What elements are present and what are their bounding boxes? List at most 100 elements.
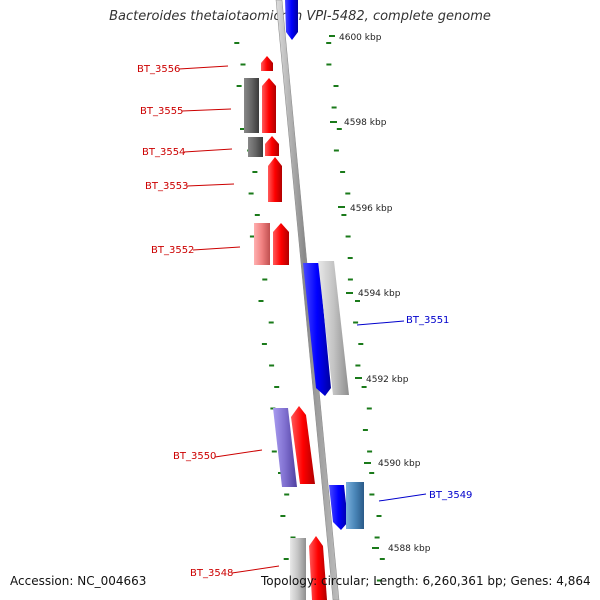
track-dot <box>355 364 361 367</box>
gene-label-bt3554[interactable]: BT_3554 <box>142 147 233 158</box>
track-dot <box>345 192 351 195</box>
track-dot <box>367 450 373 453</box>
kbp-scale: 4600 kbp 4598 kbp 4596 kbp 4594 kbp 4592… <box>329 33 431 554</box>
track-dot <box>376 579 382 582</box>
gene-arrow-bt3549[interactable] <box>329 485 348 530</box>
feature-block-bt3551-gray[interactable] <box>318 261 349 395</box>
track-dot <box>326 42 332 44</box>
svg-text:BT_3554: BT_3554 <box>142 147 185 158</box>
track-dot <box>252 171 258 173</box>
track-dot <box>284 493 290 496</box>
gene-arrow-bt3550[interactable] <box>291 406 315 484</box>
gene-label-bt3549[interactable]: BT_3549 <box>378 490 472 502</box>
tick-4592: 4592 kbp <box>355 375 409 385</box>
track-dot <box>369 472 375 474</box>
track-dot <box>369 493 375 496</box>
track-dot <box>258 300 264 302</box>
track-dot <box>379 558 385 560</box>
svg-text:4596 kbp: 4596 kbp <box>350 204 393 214</box>
track-dot <box>270 407 276 410</box>
gene-label-bt3551[interactable]: BT_3551 <box>356 315 449 326</box>
track-dot <box>240 128 245 130</box>
tick-4588: 4588 kbp <box>372 544 431 554</box>
tick-4590: 4590 kbp <box>364 459 421 469</box>
track-dot <box>271 450 277 453</box>
track-dot <box>283 558 289 560</box>
feature-block-bt3549-steel[interactable] <box>346 482 364 529</box>
tick-4600: 4600 kbp <box>329 33 382 43</box>
track-dot <box>353 321 359 324</box>
svg-text:4590 kbp: 4590 kbp <box>378 459 421 469</box>
gene-arrow-top-reverse[interactable] <box>285 0 298 40</box>
svg-text:BT_3550: BT_3550 <box>173 451 216 462</box>
track-dot <box>374 536 380 539</box>
track-dot <box>234 42 240 44</box>
topology-label: Topology: circular; Length: 6,260,361 bp… <box>261 574 591 588</box>
gene-label-bt3550[interactable]: BT_3550 <box>173 449 263 462</box>
feature-block-bt3550-purple[interactable] <box>273 408 297 487</box>
gene-arrow-bt3548[interactable] <box>309 536 327 600</box>
track-dot <box>361 386 367 388</box>
svg-text:4600 kbp: 4600 kbp <box>339 33 382 43</box>
track-dot <box>254 214 260 216</box>
track-dot <box>280 515 286 517</box>
track-dot <box>376 515 382 517</box>
track-dot <box>248 192 254 195</box>
gene-arrow-bt3552[interactable] <box>273 223 289 265</box>
track-dot <box>366 407 372 410</box>
gene-arrow-bt3551[interactable] <box>303 263 331 396</box>
gene-arrow-bt3554[interactable] <box>265 136 279 156</box>
track-dot <box>262 278 268 281</box>
track-dot <box>345 235 351 238</box>
svg-text:BT_3552: BT_3552 <box>151 245 194 256</box>
svg-text:4592 kbp: 4592 kbp <box>366 375 409 385</box>
track-dot <box>236 85 242 87</box>
svg-text:4594 kbp: 4594 kbp <box>358 289 401 299</box>
map-title: Bacteroides thetaiotaomicron VPI-5482, c… <box>109 9 491 24</box>
track-dot <box>261 343 267 345</box>
tick-4594: 4594 kbp <box>346 289 401 299</box>
track-dot <box>269 364 275 367</box>
svg-text:BT_3555: BT_3555 <box>140 106 183 117</box>
svg-text:4588 kbp: 4588 kbp <box>388 544 431 554</box>
track-dot <box>249 235 255 238</box>
track-dot <box>333 85 339 87</box>
gene-label-bt3555[interactable]: BT_3555 <box>140 106 232 117</box>
svg-text:4598 kbp: 4598 kbp <box>344 118 387 128</box>
track-dot <box>347 257 353 259</box>
track-dot <box>341 214 347 216</box>
track-dot <box>347 278 353 281</box>
track-dot <box>331 106 337 109</box>
gc-content-track <box>326 42 385 582</box>
svg-text:BT_3548: BT_3548 <box>190 568 233 579</box>
tick-4598: 4598 kbp <box>330 118 387 128</box>
gene-arrow-bt3555[interactable] <box>262 78 276 133</box>
gene-label-bt3552[interactable]: BT_3552 <box>151 245 241 256</box>
gene-label-bt3553[interactable]: BT_3553 <box>145 181 235 192</box>
track-dot <box>362 429 368 431</box>
track-dot <box>340 171 346 173</box>
feature-block-bt3555-gray[interactable] <box>244 78 259 133</box>
gene-label-bt3556[interactable]: BT_3556 <box>137 64 229 75</box>
svg-text:BT_3551: BT_3551 <box>406 315 449 326</box>
feature-block-bt3552-pink[interactable] <box>254 223 270 265</box>
track-dot <box>274 386 280 388</box>
tick-4596: 4596 kbp <box>338 204 393 214</box>
track-dot <box>358 343 364 345</box>
track-dot <box>326 63 332 66</box>
track-dot <box>336 128 342 130</box>
svg-text:BT_3553: BT_3553 <box>145 181 188 192</box>
svg-text:BT_3556: BT_3556 <box>137 64 180 75</box>
track-dot <box>333 149 339 152</box>
track-dot <box>355 300 360 302</box>
gene-arrow-bt3556[interactable] <box>261 56 273 71</box>
track-dot <box>240 63 246 66</box>
feature-block-bt3554-gray[interactable] <box>248 137 263 157</box>
svg-text:BT_3549: BT_3549 <box>429 490 472 501</box>
gene-arrow-bt3553[interactable] <box>268 157 282 202</box>
feature-block-bt3548-gray[interactable] <box>290 538 306 600</box>
gene-label-bt3548[interactable]: BT_3548 <box>190 565 280 579</box>
track-dot <box>290 536 296 539</box>
accession-label: Accession: NC_004663 <box>10 574 147 588</box>
